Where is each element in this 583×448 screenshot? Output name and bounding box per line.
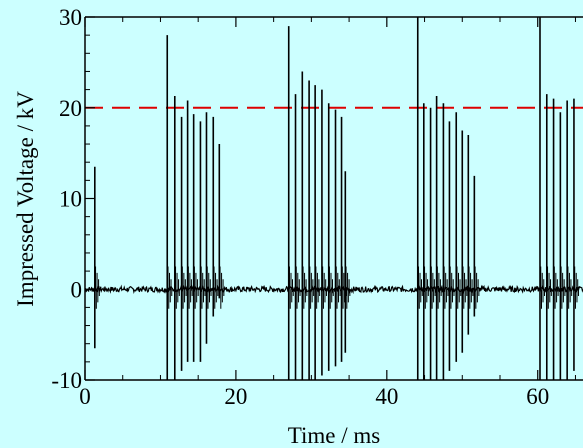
y-tick-label: 20	[59, 96, 82, 121]
y-tick-label: 10	[59, 187, 82, 212]
series-layer	[85, 17, 583, 380]
y-tick-label: 0	[71, 277, 83, 302]
x-tick-label: 0	[79, 384, 91, 409]
plot-area	[85, 17, 583, 380]
y-tick-label: -10	[51, 368, 82, 393]
x-tick-label: 40	[375, 384, 398, 409]
x-tick-label: 60	[526, 384, 549, 409]
y-axis-title: Impressed Voltage / kV	[13, 91, 38, 307]
x-tick-label: 20	[224, 384, 247, 409]
x-axis-title: Time / ms	[288, 423, 381, 448]
y-tick-label: 30	[59, 5, 82, 30]
